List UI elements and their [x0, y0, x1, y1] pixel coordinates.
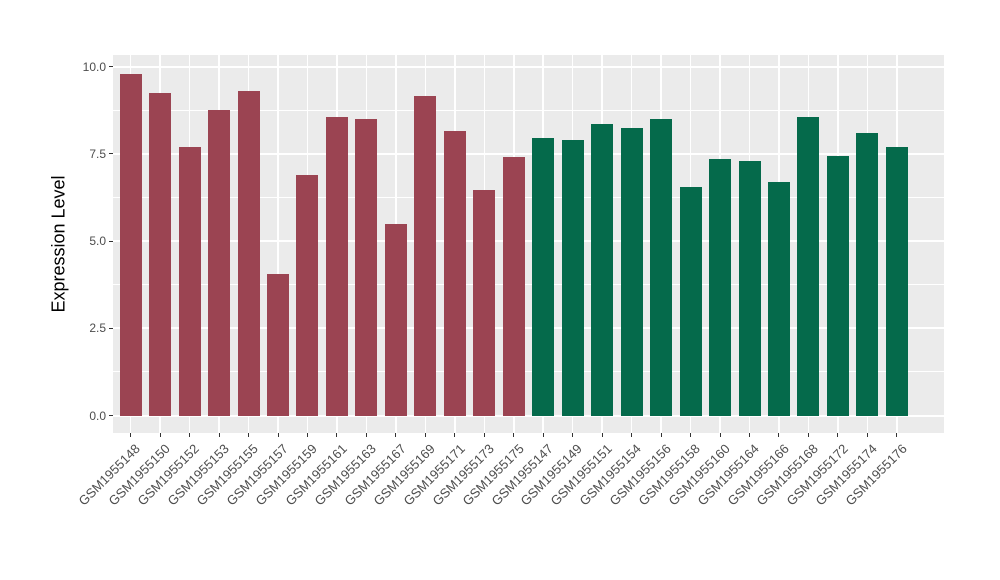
x-tick-mark: [719, 433, 721, 437]
x-tick-mark: [542, 433, 544, 437]
x-tick-mark: [159, 433, 161, 437]
y-tick-mark: [109, 153, 113, 155]
y-axis-title: Expression Level: [48, 175, 69, 313]
y-tick-label: 5.0: [89, 234, 106, 249]
x-tick-mark: [866, 433, 868, 437]
x-tick-mark: [218, 433, 220, 437]
gridline-major: [113, 327, 944, 330]
x-tick-mark: [130, 433, 132, 437]
bar-GSM1955168: [797, 117, 820, 416]
x-tick-mark: [424, 433, 426, 437]
gridline-minor: [113, 196, 944, 198]
bar-GSM1955161: [325, 117, 348, 416]
bar-GSM1955174: [856, 132, 879, 416]
x-tick-mark: [365, 433, 367, 437]
gridline-major: [113, 152, 944, 155]
bar-GSM1955163: [355, 118, 378, 416]
gridline-minor: [113, 371, 944, 373]
x-tick-mark: [837, 433, 839, 437]
bar-GSM1955159: [296, 174, 319, 416]
bar-GSM1955154: [620, 127, 643, 416]
y-tick-label: 0.0: [89, 408, 106, 423]
bar-GSM1955155: [237, 90, 260, 416]
gridline-vertical: [277, 55, 279, 433]
x-tick-mark: [660, 433, 662, 437]
bar-GSM1955175: [502, 157, 525, 416]
x-tick-mark: [483, 433, 485, 437]
gridline-major: [113, 65, 944, 68]
gridline-minor: [113, 109, 944, 111]
y-tick-label: 7.5: [89, 146, 106, 161]
x-tick-mark: [248, 433, 250, 437]
gridline-major: [113, 414, 944, 417]
y-tick-label: 10.0: [82, 59, 106, 74]
bar-GSM1955153: [208, 110, 231, 416]
bar-GSM1955160: [709, 159, 732, 416]
bar-GSM1955151: [591, 124, 614, 416]
bar-GSM1955150: [149, 92, 172, 416]
x-tick-mark: [572, 433, 574, 437]
bar-GSM1955172: [826, 155, 849, 416]
gridline-minor: [113, 284, 944, 286]
plot-panel: [113, 55, 944, 433]
x-tick-mark: [513, 433, 515, 437]
x-tick-mark: [631, 433, 633, 437]
y-tick-mark: [109, 327, 113, 329]
bar-GSM1955147: [532, 138, 555, 416]
bar-GSM1955156: [650, 118, 673, 416]
bar-GSM1955148: [119, 73, 142, 416]
bar-GSM1955152: [178, 146, 201, 416]
bar-GSM1955166: [767, 181, 790, 416]
x-tick-mark: [395, 433, 397, 437]
x-tick-mark: [189, 433, 191, 437]
y-tick-mark: [109, 415, 113, 417]
bar-GSM1955171: [443, 131, 466, 416]
bar-GSM1955164: [738, 160, 761, 416]
x-tick-mark: [601, 433, 603, 437]
x-tick-mark: [277, 433, 279, 437]
bar-GSM1955157: [267, 274, 290, 416]
bar-GSM1955169: [414, 96, 437, 416]
x-tick-mark: [896, 433, 898, 437]
y-tick-mark: [109, 240, 113, 242]
x-tick-mark: [306, 433, 308, 437]
bar-GSM1955158: [679, 186, 702, 416]
gridline-major: [113, 240, 944, 243]
bar-GSM1955173: [473, 190, 496, 416]
x-tick-mark: [454, 433, 456, 437]
bar-GSM1955149: [561, 139, 584, 416]
x-tick-mark: [778, 433, 780, 437]
y-tick-mark: [109, 66, 113, 68]
x-tick-mark: [690, 433, 692, 437]
bar-GSM1955176: [885, 146, 908, 416]
x-tick-mark: [336, 433, 338, 437]
x-tick-mark: [749, 433, 750, 437]
bar-GSM1955167: [384, 223, 407, 416]
y-tick-label: 2.5: [89, 321, 106, 336]
x-tick-mark: [807, 433, 809, 437]
